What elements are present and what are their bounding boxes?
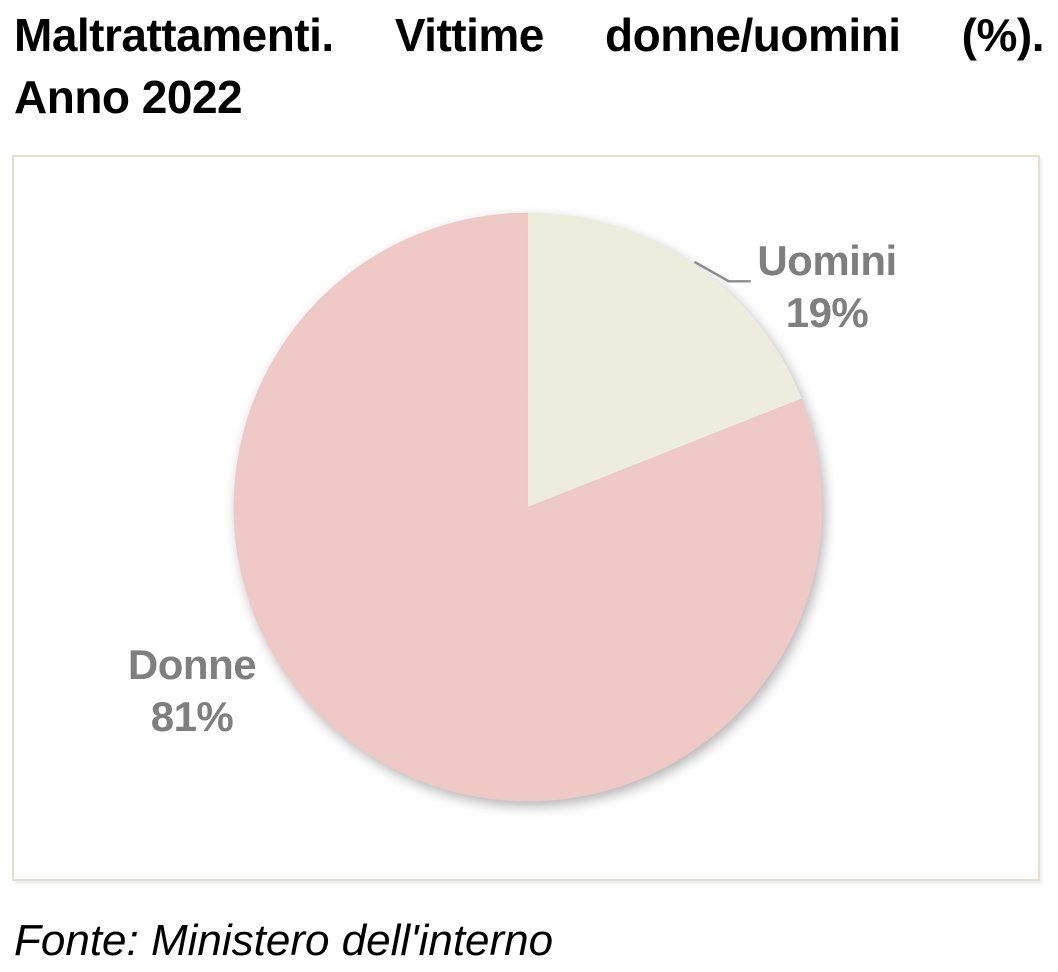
chart-title: Maltrattamenti. Vittime donne/uomini (%)… [14,4,1044,128]
uomini-label-name: Uomini [757,237,897,284]
source-note: Fonte: Ministero dell'interno [14,916,554,965]
uomini-leader-line [693,260,751,283]
pie-chart [233,212,823,802]
chart-title-line1: Maltrattamenti. Vittime donne/uomini (%)… [14,9,1044,61]
chart-title-line2: Anno 2022 [14,71,243,123]
donne-label-value: 81% [150,693,234,740]
uomini-label-value: 19% [785,289,869,336]
pie-slice-uomini [527,212,802,508]
donne-label: Donne 81% [112,639,272,743]
pie-chart-frame: Uomini 19% Donne 81% [12,155,1040,881]
uomini-label: Uomini 19% [747,235,907,339]
pie-slices [233,212,823,802]
donne-label-name: Donne [127,641,257,688]
pie-slice-donne [233,212,823,802]
